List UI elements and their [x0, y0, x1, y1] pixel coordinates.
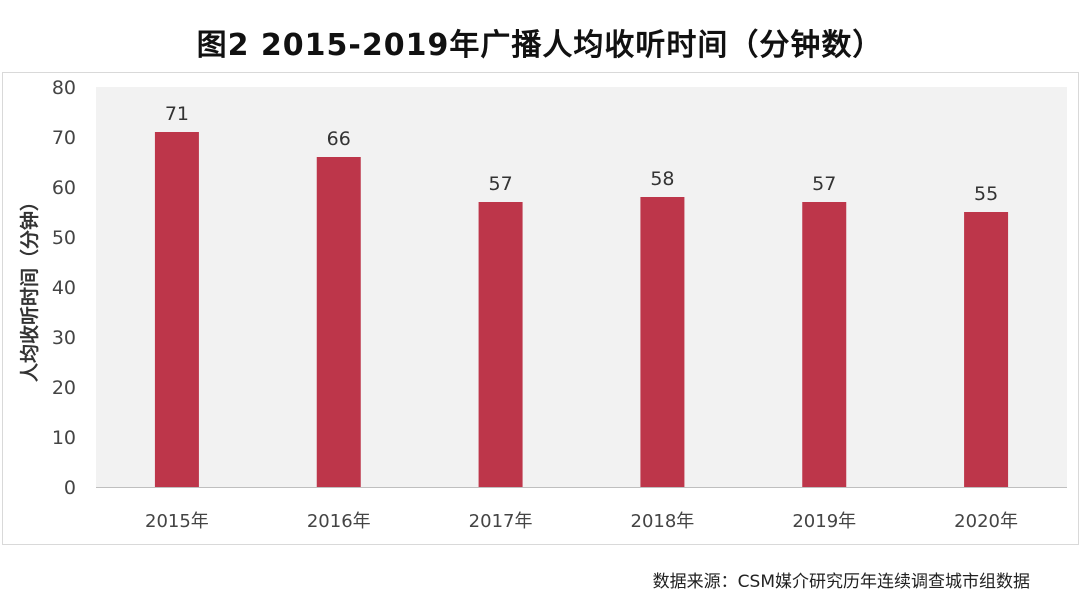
bar: [802, 202, 847, 487]
bar: [478, 202, 523, 487]
bars: [154, 132, 1009, 487]
plot-area: [96, 87, 1067, 487]
x-tick-label: 2017年: [469, 511, 533, 532]
y-tick-label: 10: [52, 427, 76, 449]
bar: [640, 197, 685, 487]
y-tick-label: 60: [52, 177, 76, 199]
bar: [316, 157, 361, 487]
y-tick-label: 30: [52, 327, 76, 349]
y-tick-label: 50: [52, 227, 76, 249]
x-tick-label: 2019年: [792, 511, 856, 532]
y-tick-label: 40: [52, 277, 76, 299]
bar-data-label: 55: [974, 183, 998, 205]
bar-data-label: 66: [327, 128, 351, 150]
y-tick-label: 80: [52, 77, 76, 99]
x-tick-label: 2020年: [954, 511, 1018, 532]
x-axis-ticks: 2015年 2016年 2017年 2018年 2019年 2020年: [145, 511, 1018, 532]
bar-data-label: 58: [650, 168, 674, 190]
y-tick-label: 0: [64, 477, 76, 499]
bar-data-label: 71: [165, 103, 189, 125]
bar-data-label: 57: [488, 173, 512, 195]
x-tick-label: 2018年: [631, 511, 695, 532]
bar-data-labels: 71 66 57 58 57 55: [165, 103, 998, 205]
chart-title: 图2 2015-2019年广播人均收听时间（分钟数）: [196, 28, 884, 63]
y-axis-label: 人均收听时间（分钟）: [18, 192, 41, 382]
bar: [964, 212, 1009, 487]
x-tick-label: 2015年: [145, 511, 209, 532]
y-tick-label: 70: [52, 127, 76, 149]
bar: [154, 132, 199, 487]
x-tick-label: 2016年: [307, 511, 371, 532]
bar-data-label: 57: [812, 173, 836, 195]
y-tick-label: 20: [52, 377, 76, 399]
y-axis-ticks: 0 10 20 30 40 50 60 70 80: [52, 77, 76, 499]
source-note: 数据来源：CSM媒介研究历年连续调查城市组数据: [652, 572, 1030, 592]
